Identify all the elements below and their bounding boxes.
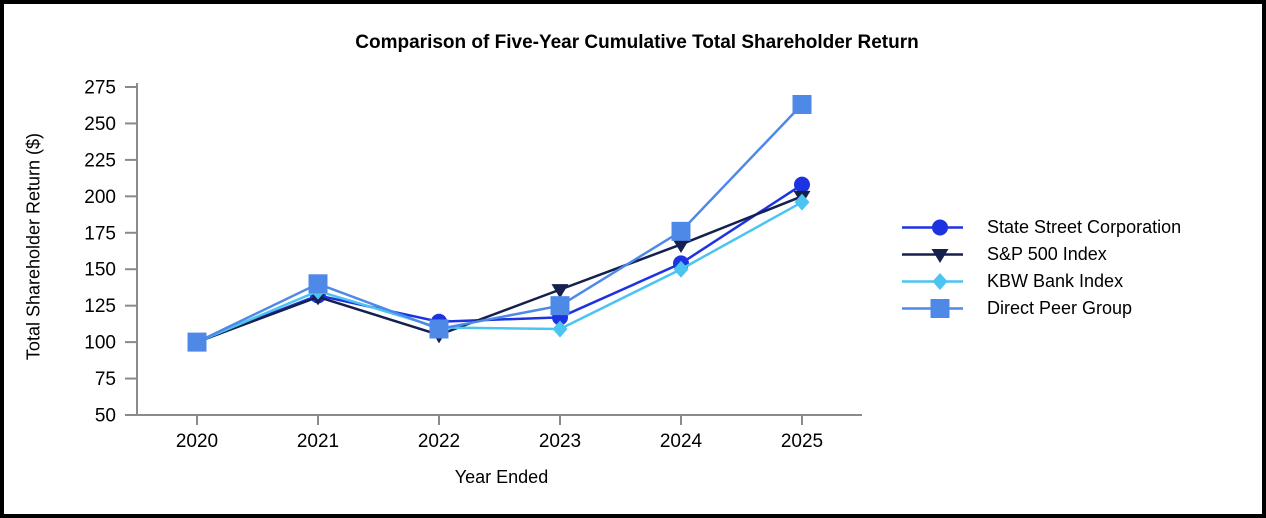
x-axis-title: Year Ended xyxy=(454,467,549,487)
x-tick-label: 2021 xyxy=(297,431,339,452)
y-axis-title: Total Shareholder Return ($) xyxy=(23,132,44,361)
x-tick-label: 2023 xyxy=(539,431,581,452)
marker-kbw-bank-index-2024 xyxy=(673,260,689,278)
legend-label: Direct Peer Group xyxy=(987,298,1133,318)
y-tick-label: 150 xyxy=(84,260,116,281)
legend-marker-triangle-icon xyxy=(902,249,963,263)
marker-s-p-500-index-2024 xyxy=(672,238,690,253)
chart-title: Comparison of Five-Year Cumulative Total… xyxy=(355,32,919,53)
marker-kbw-bank-index-2025 xyxy=(794,193,810,211)
y-tick-label: 100 xyxy=(84,333,116,354)
series-line-direct-peer-group xyxy=(196,103,803,344)
y-tick-label: 125 xyxy=(84,296,116,317)
marker-direct-peer-group-2023 xyxy=(550,296,570,316)
legend-label: S&P 500 Index xyxy=(987,244,1107,264)
legend-marker-circle xyxy=(932,219,948,236)
marker-direct-peer-group-2020 xyxy=(187,332,207,352)
legend-item-sp-500-index: S&P 500 Index xyxy=(901,244,1181,265)
series-line-s-p-500-index xyxy=(196,195,803,344)
marker-direct-peer-group-2021 xyxy=(308,274,328,294)
legend-item-direct-peer-group: Direct Peer Group xyxy=(901,298,1181,319)
y-tick-label: 75 xyxy=(95,369,116,390)
legend-label: State Street Corporation xyxy=(987,217,1182,237)
marker-state-street-corporation-2025 xyxy=(794,176,810,193)
marker-direct-peer-group-2024 xyxy=(671,221,691,241)
x-tick-label: 2025 xyxy=(781,431,823,452)
marker-kbw-bank-index-2023 xyxy=(552,320,568,338)
x-tick-label: 2020 xyxy=(176,431,218,452)
legend-marker-diamond-icon xyxy=(902,273,963,290)
legend-label: KBW Bank Index xyxy=(987,271,1124,291)
y-tick-label: 275 xyxy=(84,78,116,99)
x-tick-label: 2024 xyxy=(660,431,703,452)
legend-marker-diamond xyxy=(932,273,948,290)
legend-item-kbw-bank-index: KBW Bank Index xyxy=(901,271,1181,292)
y-tick-label: 200 xyxy=(84,187,116,208)
legend-marker-circle-icon xyxy=(902,219,963,236)
y-tick-label: 225 xyxy=(84,150,116,171)
legend-item-state-street-corporation: State Street Corporation xyxy=(901,217,1181,238)
marker-s-p-500-index-2023 xyxy=(551,284,569,299)
legend-marker-square-icon xyxy=(902,299,963,318)
legend: State Street Corporation S&P 500 Index K… xyxy=(901,217,1181,319)
y-tick-label: 250 xyxy=(84,114,116,135)
y-tick-label: 50 xyxy=(95,406,116,427)
y-tick-label: 175 xyxy=(84,223,116,244)
legend-marker-triangle-down xyxy=(931,249,949,263)
x-tick-label: 2022 xyxy=(418,431,460,452)
marker-direct-peer-group-2022 xyxy=(429,319,449,339)
marker-direct-peer-group-2025 xyxy=(792,94,812,114)
series-line-kbw-bank-index xyxy=(196,201,803,344)
legend-marker-square xyxy=(930,299,950,318)
